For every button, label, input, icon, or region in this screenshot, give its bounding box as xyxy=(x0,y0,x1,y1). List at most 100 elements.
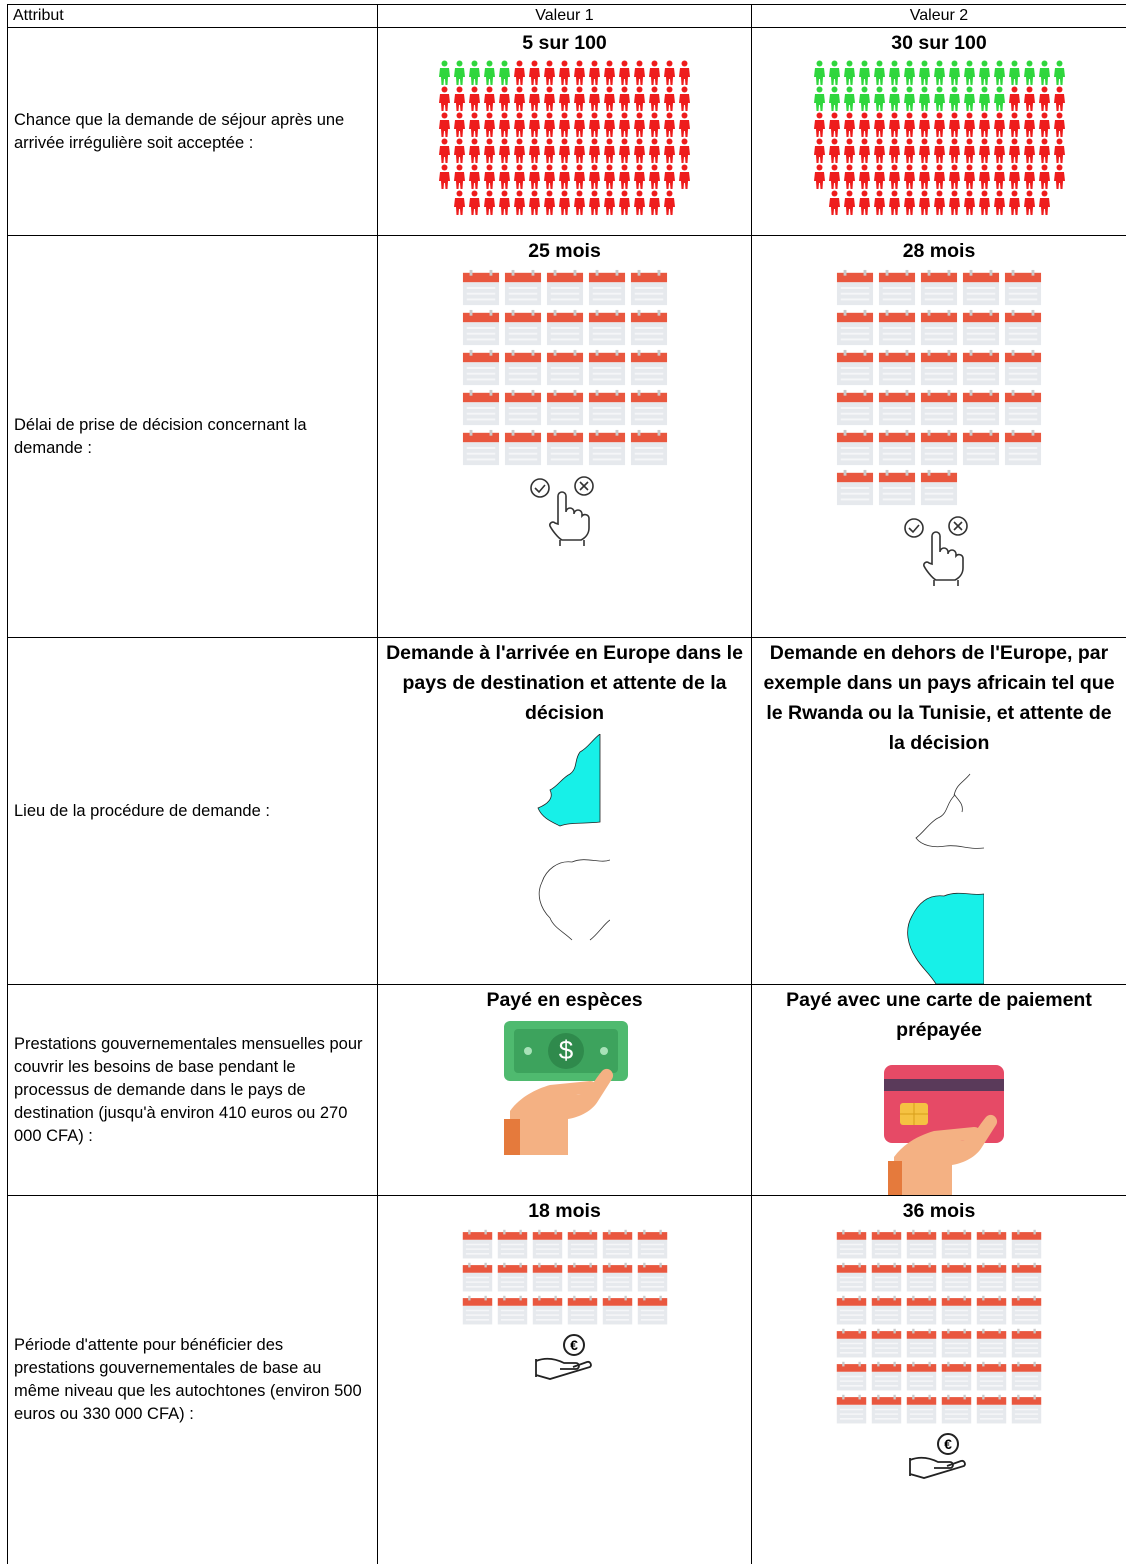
icon-part xyxy=(996,165,1002,171)
icon-part xyxy=(1017,1230,1019,1235)
person-rejected xyxy=(483,138,496,164)
person-rejected xyxy=(948,190,961,216)
icon-part xyxy=(511,310,514,316)
calendar-icon xyxy=(462,309,500,347)
calendar-icon xyxy=(871,1361,902,1392)
value-cell: Demande en dehors de l'Europe, par exemp… xyxy=(752,638,1126,985)
icon-part xyxy=(657,430,660,436)
icon-part xyxy=(517,191,523,197)
icon-part xyxy=(977,1265,1006,1273)
icon-part xyxy=(595,270,598,276)
icon-part xyxy=(831,139,837,145)
calendar-grid xyxy=(460,1228,670,1327)
icon-part xyxy=(837,1364,866,1372)
icon-part xyxy=(553,430,556,436)
icon-part xyxy=(1026,139,1032,145)
icon-part xyxy=(979,198,990,215)
icon-part xyxy=(977,1397,1006,1405)
person-rejected xyxy=(588,138,601,164)
map-icon xyxy=(520,734,610,944)
icon-part xyxy=(963,353,999,363)
icon-part xyxy=(517,61,523,67)
calendar-icon xyxy=(920,349,958,387)
icon-part xyxy=(489,270,492,276)
icon-part xyxy=(949,198,960,215)
icon-part xyxy=(630,313,666,323)
calendar-icon xyxy=(567,1229,598,1260)
icon-part xyxy=(519,1230,521,1235)
icon-part xyxy=(442,87,448,93)
icon-part xyxy=(906,87,912,93)
icon-part xyxy=(637,1232,666,1240)
icon-part xyxy=(484,198,495,215)
person-rejected xyxy=(903,164,916,190)
header-cell: Attribut xyxy=(8,5,378,28)
icon-part xyxy=(872,1364,901,1372)
icon-part xyxy=(554,1263,556,1268)
calendar-icon xyxy=(836,1229,867,1260)
person-accepted xyxy=(453,60,466,86)
icon-part xyxy=(996,139,1002,145)
icon-part xyxy=(921,113,927,119)
person-rejected xyxy=(843,138,856,164)
icon-part xyxy=(948,350,951,356)
person-rejected xyxy=(648,60,661,86)
icon-part xyxy=(559,94,570,111)
person-rejected xyxy=(618,112,631,138)
icon-part xyxy=(602,1298,631,1306)
person-rejected xyxy=(1008,190,1021,216)
icon-part xyxy=(994,120,1005,137)
icon-part xyxy=(637,1265,666,1273)
icon-part xyxy=(573,1263,575,1268)
icon-part xyxy=(469,120,480,137)
person-rejected xyxy=(1038,164,1051,190)
calendar-icon xyxy=(941,1328,972,1359)
icon-part xyxy=(909,525,919,532)
calendar-icon xyxy=(836,429,874,467)
icon-part xyxy=(559,172,570,189)
person-rejected xyxy=(888,112,901,138)
icon-part xyxy=(577,61,583,67)
icon-part xyxy=(904,68,915,85)
icon-part xyxy=(951,165,957,171)
icon-part xyxy=(472,191,478,197)
icon-part xyxy=(919,198,930,215)
icon-part xyxy=(454,172,465,189)
icon-part xyxy=(1011,113,1017,119)
icon-part xyxy=(573,1230,575,1235)
icon-part xyxy=(607,191,613,197)
person-rejected xyxy=(903,190,916,216)
icon-part xyxy=(981,87,987,93)
person-rejected xyxy=(828,138,841,164)
icon-part xyxy=(904,120,915,137)
icon-part xyxy=(439,120,450,137)
icon-part xyxy=(532,61,538,67)
icon-part xyxy=(837,1298,866,1306)
icon-part xyxy=(872,1298,901,1306)
person-accepted xyxy=(993,86,1006,112)
icon-part xyxy=(503,1296,505,1301)
calendar-icon xyxy=(504,429,542,467)
icon-part xyxy=(667,113,673,119)
person-accepted xyxy=(498,60,511,86)
header-row: Attribut Valeur 1 Valeur 2 xyxy=(8,5,1126,28)
icon-part xyxy=(844,172,855,189)
icon-part xyxy=(982,1296,984,1301)
person-accepted xyxy=(843,86,856,112)
icon-part xyxy=(966,113,972,119)
icon-part xyxy=(589,146,600,163)
person-rejected xyxy=(468,112,481,138)
person-rejected xyxy=(543,190,556,216)
calendar-icon xyxy=(588,269,626,307)
icon-part xyxy=(936,113,942,119)
person-rejected xyxy=(558,60,571,86)
icon-part xyxy=(457,113,463,119)
person-rejected xyxy=(978,138,991,164)
icon-part xyxy=(489,390,492,396)
person-rejected xyxy=(903,138,916,164)
icon-part xyxy=(679,120,690,137)
icon-part xyxy=(649,172,660,189)
calendar-icon xyxy=(497,1262,528,1293)
people-grid xyxy=(437,60,692,216)
calendar-icon xyxy=(630,349,668,387)
